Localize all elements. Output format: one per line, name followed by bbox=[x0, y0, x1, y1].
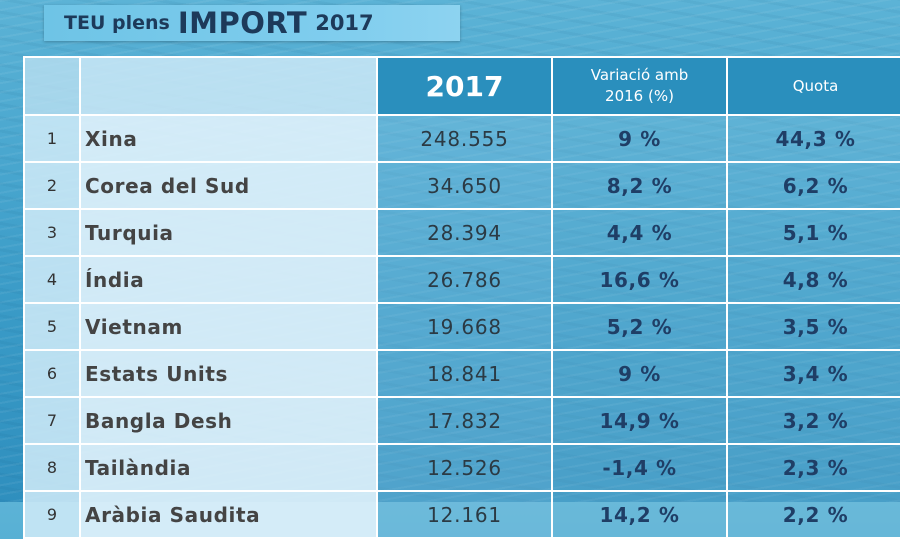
quota-cell: 2,3 % bbox=[726, 443, 900, 492]
teu-value-cell: 248.555 bbox=[376, 114, 553, 163]
header-rank-cell bbox=[23, 56, 81, 116]
rank-cell: 4 bbox=[23, 255, 81, 304]
table-header-row: 2017 Variació amb 2016 (%) Quota bbox=[23, 56, 900, 116]
header-variation: Variació amb 2016 (%) bbox=[551, 56, 728, 116]
country-cell: Índia bbox=[79, 255, 378, 304]
title-main: IMPORT bbox=[177, 6, 308, 40]
rank-cell: 2 bbox=[23, 161, 81, 210]
variation-cell: 4,4 % bbox=[551, 208, 728, 257]
header-country-cell bbox=[79, 56, 378, 116]
country-cell: Vietnam bbox=[79, 302, 378, 351]
country-cell: Turquia bbox=[79, 208, 378, 257]
title-year: 2017 bbox=[315, 11, 374, 35]
variation-cell: 9 % bbox=[551, 349, 728, 398]
table-row: 4 Índia 26.786 16,6 % 4,8 % bbox=[23, 255, 900, 304]
table-row: 1 Xina 248.555 9 % 44,3 % bbox=[23, 114, 900, 163]
quota-cell: 5,1 % bbox=[726, 208, 900, 257]
country-cell: Xina bbox=[79, 114, 378, 163]
table-row: 3 Turquia 28.394 4,4 % 5,1 % bbox=[23, 208, 900, 257]
country-cell: Corea del Sud bbox=[79, 161, 378, 210]
table-body: 1 Xina 248.555 9 % 44,3 % 2 Corea del Sud 34.65… bbox=[23, 114, 900, 539]
teu-value-cell: 26.786 bbox=[376, 255, 553, 304]
table-row: 7 Bangla Desh 17.832 14,9 % 3,2 % bbox=[23, 396, 900, 445]
country-cell: Tailàndia bbox=[79, 443, 378, 492]
quota-cell: 3,2 % bbox=[726, 396, 900, 445]
header-quota: Quota bbox=[726, 56, 900, 116]
teu-value-cell: 12.526 bbox=[376, 443, 553, 492]
quota-cell: 44,3 % bbox=[726, 114, 900, 163]
rank-cell: 8 bbox=[23, 443, 81, 492]
header-variation-line1: Variació amb bbox=[590, 66, 689, 84]
country-cell: Aràbia Saudita bbox=[79, 490, 378, 539]
teu-value-cell: 28.394 bbox=[376, 208, 553, 257]
teu-value-cell: 18.841 bbox=[376, 349, 553, 398]
teu-value-cell: 12.161 bbox=[376, 490, 553, 539]
quota-cell: 4,8 % bbox=[726, 255, 900, 304]
country-cell: Estats Units bbox=[79, 349, 378, 398]
quota-cell: 6,2 % bbox=[726, 161, 900, 210]
rank-cell: 1 bbox=[23, 114, 81, 163]
teu-value-cell: 17.832 bbox=[376, 396, 553, 445]
quota-cell: 2,2 % bbox=[726, 490, 900, 539]
variation-cell: -1,4 % bbox=[551, 443, 728, 492]
variation-cell: 14,2 % bbox=[551, 490, 728, 539]
header-variation-line2: 2016 (%) bbox=[605, 87, 674, 105]
import-teu-table: 2017 Variació amb 2016 (%) Quota 1 Xina 24… bbox=[23, 56, 900, 539]
table-row: 5 Vietnam 19.668 5,2 % 3,5 % bbox=[23, 302, 900, 351]
quota-cell: 3,4 % bbox=[726, 349, 900, 398]
table-row: 8 Tailàndia 12.526 -1,4 % 2,3 % bbox=[23, 443, 900, 492]
rank-cell: 3 bbox=[23, 208, 81, 257]
table-row: 2 Corea del Sud 34.650 8,2 % 6,2 % bbox=[23, 161, 900, 210]
title-banner: TEU plens IMPORT 2017 bbox=[44, 5, 460, 41]
rank-cell: 6 bbox=[23, 349, 81, 398]
variation-cell: 14,9 % bbox=[551, 396, 728, 445]
country-cell: Bangla Desh bbox=[79, 396, 378, 445]
table-row: 9 Aràbia Saudita 12.161 14,2 % 2,2 % bbox=[23, 490, 900, 539]
title-prefix: TEU plens bbox=[64, 12, 170, 34]
table-row: 6 Estats Units 18.841 9 % 3,4 % bbox=[23, 349, 900, 398]
header-year: 2017 bbox=[376, 56, 553, 116]
variation-cell: 9 % bbox=[551, 114, 728, 163]
teu-value-cell: 19.668 bbox=[376, 302, 553, 351]
variation-cell: 16,6 % bbox=[551, 255, 728, 304]
variation-cell: 8,2 % bbox=[551, 161, 728, 210]
rank-cell: 7 bbox=[23, 396, 81, 445]
rank-cell: 9 bbox=[23, 490, 81, 539]
quota-cell: 3,5 % bbox=[726, 302, 900, 351]
rank-cell: 5 bbox=[23, 302, 81, 351]
teu-value-cell: 34.650 bbox=[376, 161, 553, 210]
variation-cell: 5,2 % bbox=[551, 302, 728, 351]
